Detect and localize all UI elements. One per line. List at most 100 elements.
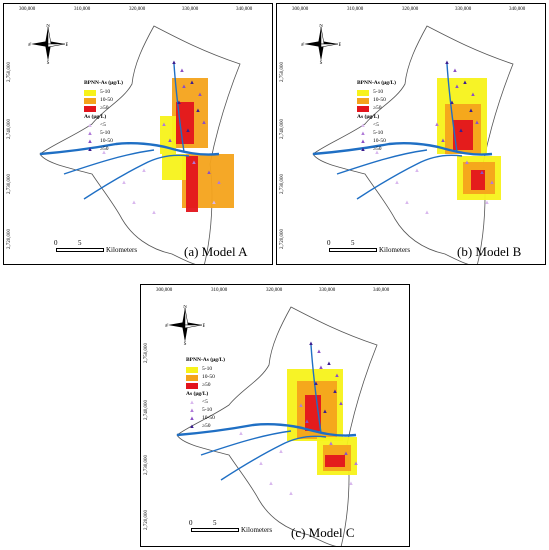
- well-marker-icon: ▲: [348, 481, 354, 487]
- y-tick: 2,740,000: [280, 119, 285, 139]
- legend-swatch: [186, 374, 198, 381]
- well-marker-icon: ▲: [326, 361, 332, 367]
- north-arrow-icon: N S E W: [28, 24, 68, 64]
- well-marker-icon: ▲: [195, 108, 201, 114]
- legend-label: 10-50: [373, 138, 386, 145]
- legend-label: <5: [373, 122, 379, 129]
- triangle-marker-icon: ▲: [87, 131, 93, 137]
- prediction-zone: [471, 170, 485, 190]
- compass-s: S: [320, 61, 323, 64]
- legend-label: ≥50: [100, 146, 109, 153]
- well-marker-icon: ▲: [211, 200, 217, 206]
- compass-s: S: [47, 61, 50, 64]
- well-marker-icon: ▲: [424, 210, 430, 216]
- y-tick: 2,720,000: [144, 510, 149, 530]
- prediction-zone: [325, 455, 345, 467]
- well-marker-icon: ▲: [464, 160, 470, 166]
- bpnn-legend-title: BPNN-As (μg/L): [84, 80, 124, 86]
- triangle-marker-icon: ▲: [360, 131, 366, 137]
- triangle-marker-icon: ▲: [189, 400, 195, 406]
- river: [176, 423, 357, 437]
- river: [173, 63, 185, 153]
- map-c-svg: ▲▲▲▲▲▲▲▲▲▲▲▲▲▲▲▲▲▲▲▲: [176, 306, 378, 546]
- legend-label: ≥50: [100, 104, 109, 111]
- river: [39, 142, 220, 156]
- study-area-outline: [176, 306, 378, 546]
- well-marker-icon: ▲: [374, 150, 380, 156]
- legend: BPNN-As (μg/L) 5-10 10-50 ≥50 As (μg/L) …: [186, 357, 225, 431]
- well-marker-icon: ▲: [318, 365, 324, 371]
- scale-unit: Kilometers: [106, 246, 138, 254]
- well-marker-icon: ▲: [206, 170, 212, 176]
- well-marker-icon: ▲: [189, 80, 195, 86]
- compass-w: W: [165, 324, 169, 329]
- well-marker-icon: ▲: [167, 138, 173, 144]
- y-tick: 2,740,000: [7, 119, 12, 139]
- river: [83, 154, 190, 200]
- map-panel-b: ▲ ▲ ▲ ▲ ▲ ▲ ▲ ▲ ▲ ▲ ▲ ▲ ▲ ▲ ▲ ▲ ▲ ▲ ▲ ▲ 300,000 310,000 320…: [276, 3, 546, 265]
- x-tick: 310,000: [211, 288, 228, 293]
- scale-bar-rect: [56, 248, 104, 252]
- as-legend-title: As (μg/L): [84, 113, 107, 120]
- legend-label: 5-10: [202, 407, 213, 414]
- well-marker-icon: ▲: [151, 210, 157, 216]
- well-marker-icon: ▲: [176, 100, 182, 106]
- well-marker-icon: ▲: [258, 461, 264, 467]
- compass-e: E: [202, 324, 205, 329]
- well-marker-icon: ▲: [332, 389, 338, 395]
- well-marker-icon: ▲: [462, 80, 468, 86]
- well-marker-icon: ▲: [328, 441, 334, 447]
- y-tick: 2,750,000: [280, 62, 285, 82]
- triangle-marker-icon: ▲: [189, 424, 195, 430]
- legend-label: 10-50: [202, 415, 215, 422]
- well-marker-icon: ▲: [191, 160, 197, 166]
- north-arrow-icon: N S E W: [301, 24, 341, 64]
- well-marker-icon: ▲: [197, 92, 203, 98]
- well-marker-icon: ▲: [454, 84, 460, 90]
- river: [200, 430, 292, 456]
- well-marker-icon: ▲: [414, 168, 420, 174]
- well-marker-icon: ▲: [343, 451, 349, 457]
- legend-label: <5: [100, 122, 106, 129]
- well-marker-icon: ▲: [288, 491, 294, 497]
- well-marker-icon: ▲: [458, 128, 464, 134]
- x-tick: 340,000: [236, 7, 253, 12]
- as-legend-title: As (μg/L): [357, 113, 380, 120]
- legend-label: ≥50: [373, 104, 382, 111]
- compass-s: S: [184, 342, 187, 345]
- legend-swatch: [357, 97, 369, 104]
- study-area-outline: [39, 25, 241, 264]
- triangle-marker-icon: ▲: [87, 147, 93, 153]
- scale-zero: 0: [189, 519, 193, 527]
- well-marker-icon: ▲: [304, 419, 310, 425]
- well-marker-icon: ▲: [216, 180, 222, 186]
- legend-swatch: [84, 89, 96, 96]
- y-tick: 2,740,000: [144, 400, 149, 420]
- well-marker-icon: ▲: [394, 180, 400, 186]
- well-marker-icon: ▲: [322, 409, 328, 415]
- map-a-svg: ▲▲▲▲▲▲▲▲▲▲▲▲▲▲▲▲▲▲▲▲: [39, 25, 241, 264]
- prediction-zone: [186, 156, 198, 212]
- compass-n: N: [46, 24, 50, 29]
- well-marker-icon: ▲: [181, 84, 187, 90]
- legend-label: 5-10: [100, 88, 111, 95]
- well-marker-icon: ▲: [484, 200, 490, 206]
- well-marker-icon: ▲: [101, 150, 107, 156]
- panel-caption: (a) Model A: [184, 244, 248, 259]
- x-tick: 340,000: [373, 288, 390, 293]
- scale-zero: 0: [327, 239, 331, 247]
- x-tick: 310,000: [347, 7, 364, 12]
- y-tick: 2,720,000: [7, 229, 12, 249]
- x-tick: 300,000: [19, 7, 36, 12]
- x-tick: 320,000: [129, 7, 146, 12]
- legend-swatch: [186, 382, 198, 389]
- river: [356, 154, 463, 200]
- legend-label: 5-10: [373, 130, 384, 137]
- legend-label: 10-50: [373, 96, 386, 103]
- map-panel-c: ▲ ▲ ▲ ▲ ▲ ▲ ▲ ▲ ▲ ▲ ▲ ▲ ▲ ▲ ▲ ▲ ▲ ▲ ▲ ▲ 300,000 310,000 320…: [140, 284, 410, 547]
- x-tick: 330,000: [319, 288, 336, 293]
- legend-label: ≥50: [373, 146, 382, 153]
- scale-five: 5: [213, 519, 217, 527]
- scale-unit: Kilometers: [379, 246, 411, 254]
- well-marker-icon: ▲: [440, 138, 446, 144]
